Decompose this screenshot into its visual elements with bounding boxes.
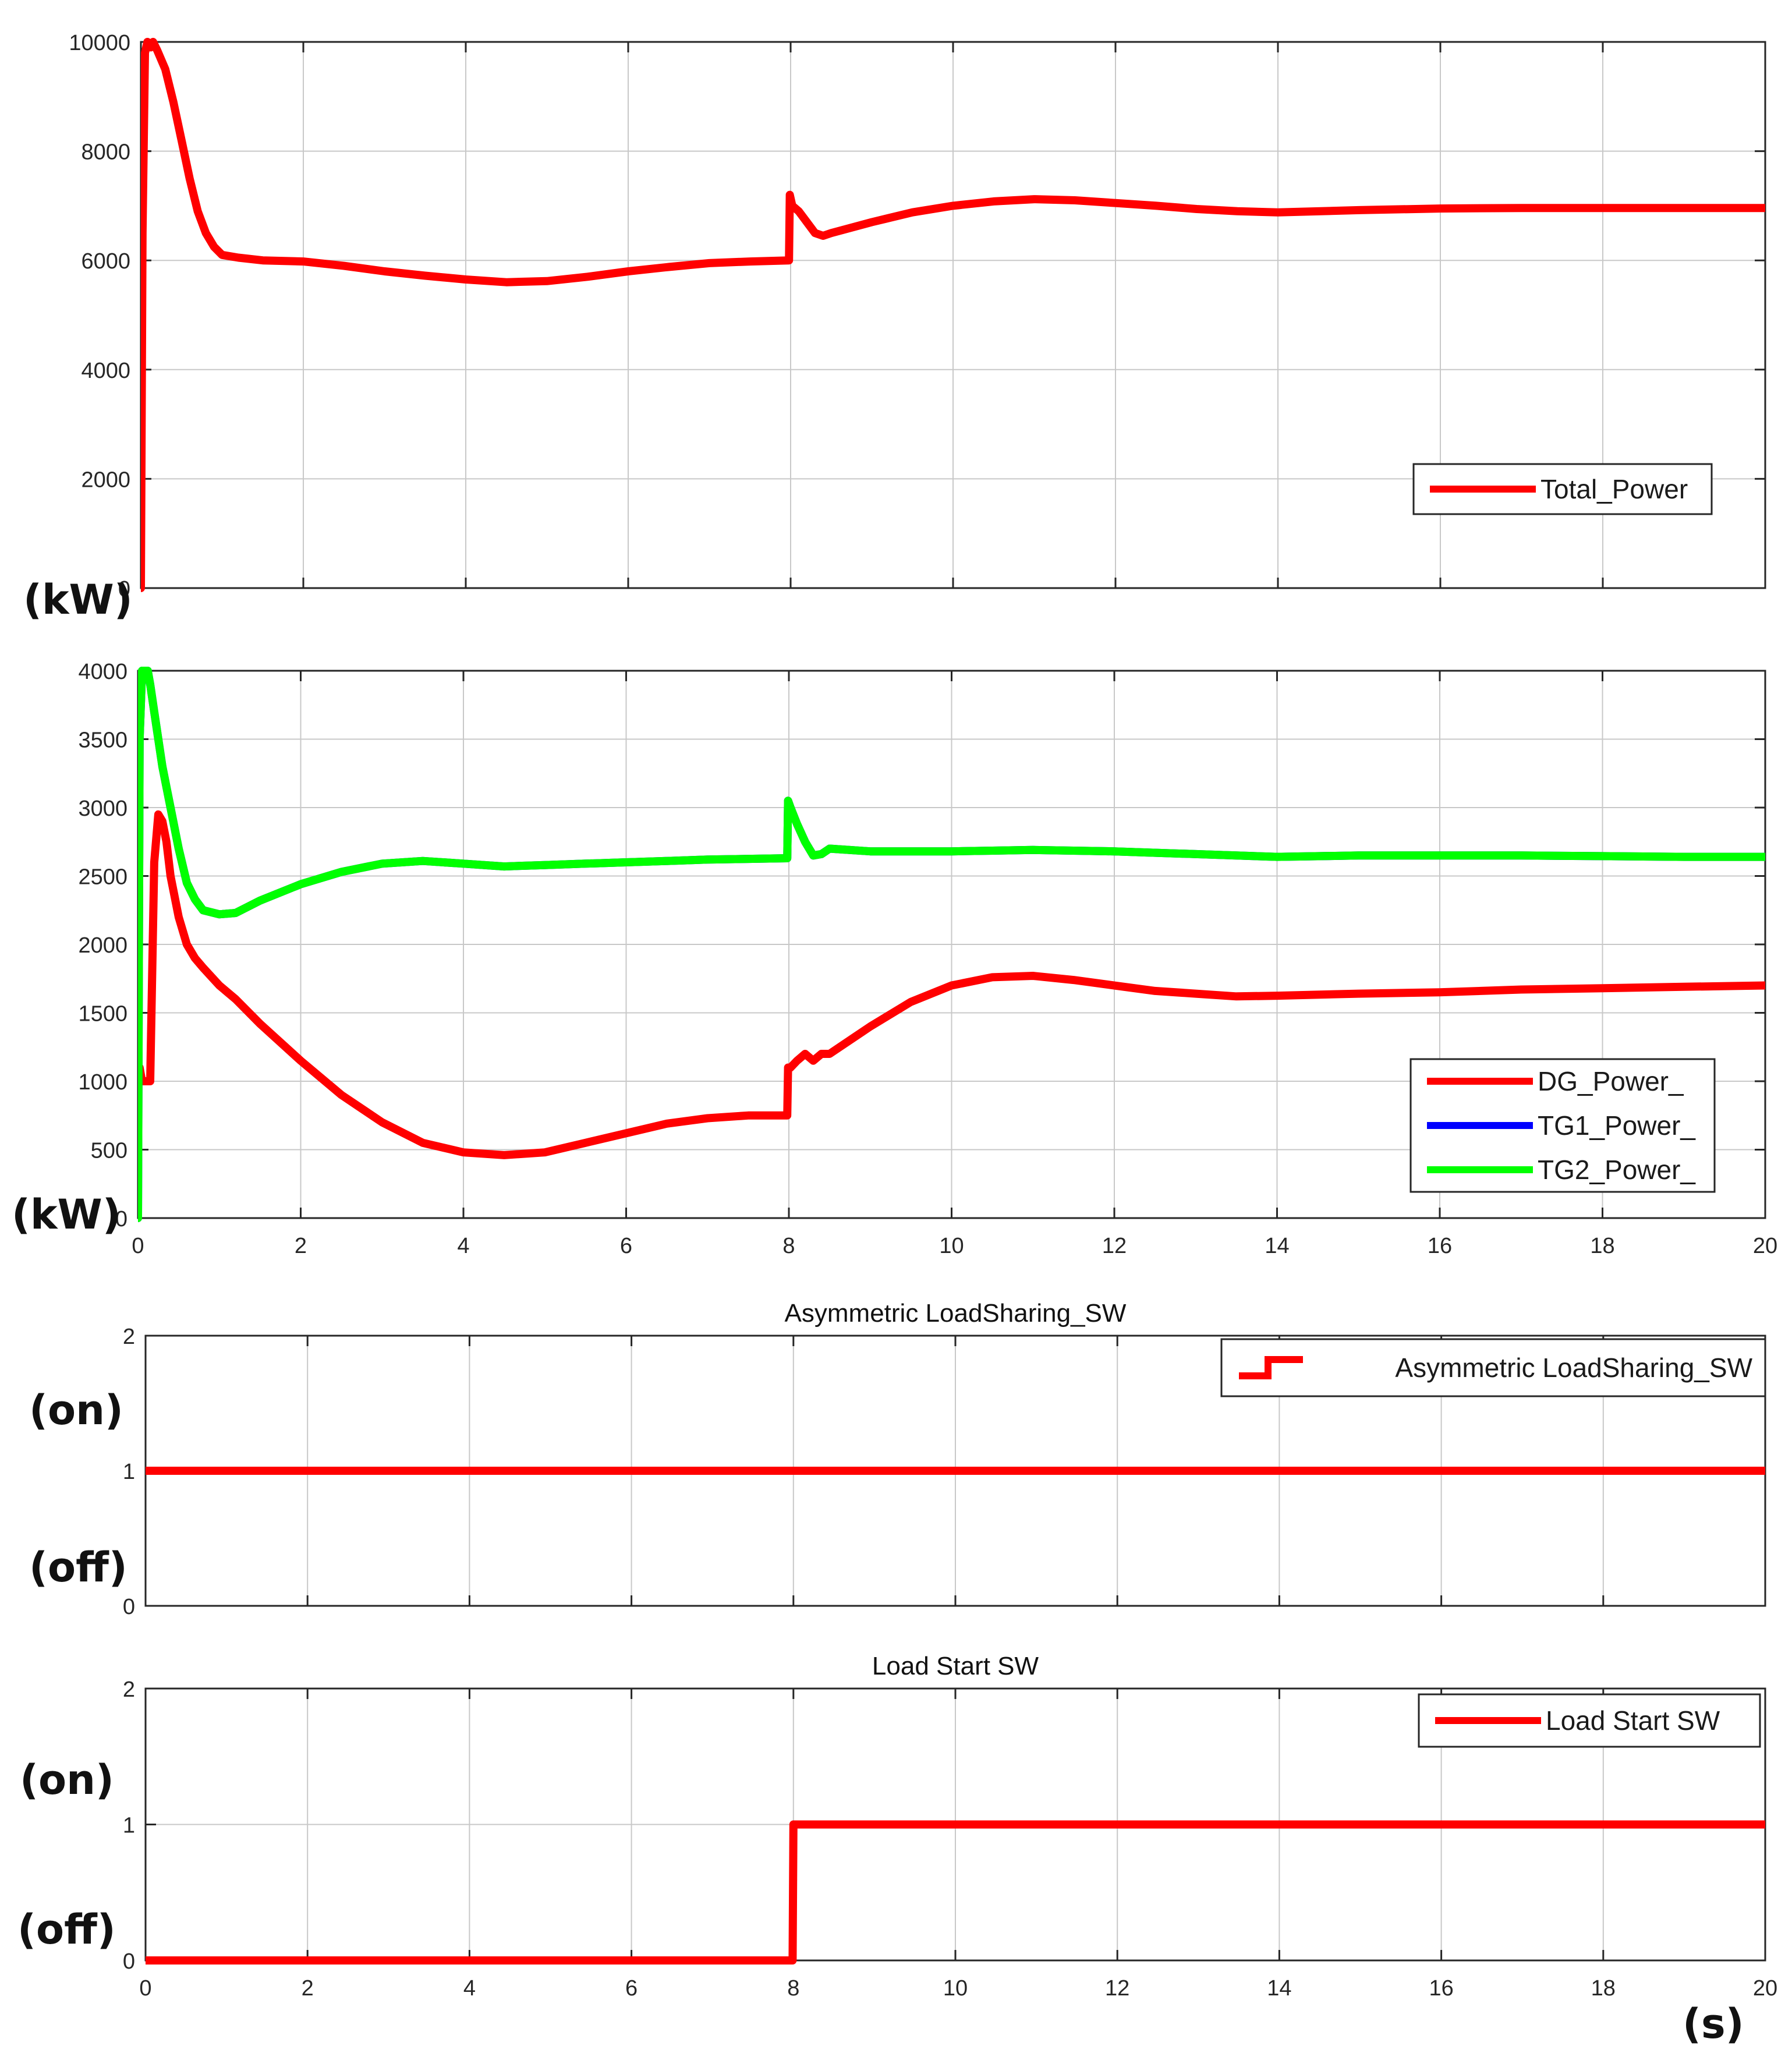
x-tick-label: 18 [1591, 1976, 1616, 2001]
y-tick-label: 3000 [78, 797, 128, 821]
x-tick-label: 10 [943, 1976, 968, 2001]
x-tick-label: 4 [457, 1234, 469, 1258]
panel-title: Asymmetric LoadSharing_SW [785, 1299, 1127, 1328]
x-tick-label: 12 [1105, 1976, 1129, 2001]
series-group [138, 667, 1765, 1222]
legend: Load Start SW [1418, 1693, 1761, 1748]
x-tick-label: 4 [463, 1976, 476, 2001]
x-tick-label: 2 [302, 1976, 314, 2001]
y-tick-label: 2000 [78, 933, 128, 958]
y-tick-label: 0 [118, 577, 130, 601]
legend: DG_Power_ TG1_Power_ TG2_Power_ [1409, 1058, 1716, 1193]
x-tick-label: 8 [782, 1234, 795, 1258]
x-tick-label: 20 [1753, 1234, 1777, 1258]
y-tick-label: 2 [123, 1677, 135, 1702]
x-tick-label: 2 [295, 1234, 307, 1258]
panel-3: 0 1 2 Asymmetric LoadSharing_SW (on) (off) Asy… [29, 1299, 1766, 1619]
y-tick-label: 3500 [78, 728, 128, 753]
y-tick-label: 4000 [81, 359, 130, 383]
x-tick-label: 6 [620, 1234, 632, 1258]
series-group [141, 38, 1765, 592]
series-line-dg-power [138, 810, 1765, 1159]
x-tick-label: 14 [1265, 1234, 1289, 1258]
y-tick-label: 1000 [78, 1070, 128, 1095]
y-tick-label: 10000 [69, 31, 130, 55]
x-tick-label: 0 [139, 1976, 151, 2001]
x-tick-label: 14 [1267, 1976, 1291, 2001]
x-tick-label: 6 [625, 1976, 638, 2001]
legend: Total_Power [1412, 463, 1713, 515]
legend-label: TG2_Power_ [1538, 1155, 1696, 1185]
legend-box [1220, 1338, 1766, 1397]
x-tick-label: 12 [1102, 1234, 1127, 1258]
x-tick-label: 10 [939, 1234, 964, 1258]
legend-label: Total_Power [1540, 474, 1688, 504]
state-label: (off) [17, 1906, 116, 1953]
y-tick-label: 0 [123, 1949, 135, 1974]
series-line-tg2-power [138, 667, 1765, 1222]
state-label: (on) [20, 1756, 114, 1804]
y-tick-label: 6000 [81, 249, 130, 274]
y-tick-label: 1 [123, 1814, 135, 1838]
y-tick-label: 1 [123, 1460, 135, 1484]
y-tick-label: 2000 [81, 468, 130, 492]
y-tick-label: 0 [115, 1207, 128, 1231]
x-axis-label: (s) [1683, 2000, 1744, 2048]
series-line-total-power [141, 38, 1765, 592]
x-tick-label: 16 [1428, 1234, 1452, 1258]
panel-title: Load Start SW [872, 1652, 1039, 1680]
y-axis-label: (kW) [23, 576, 133, 624]
panel-2: 0 500 1000 1500 2000 2500 3000 3500 4000 0 2 4 6 8 10 1… [12, 660, 1777, 1258]
y-tick-label: 500 [91, 1139, 128, 1163]
x-tick-label: 0 [132, 1234, 144, 1258]
y-axis-label: (kW) [12, 1191, 121, 1238]
legend-label: Asymmetric LoadSharing_SW [1395, 1353, 1752, 1383]
y-tick-label: 2 [123, 1325, 135, 1349]
y-tick-label: 2500 [78, 865, 128, 890]
state-label: (on) [29, 1386, 123, 1434]
x-tick-label: 20 [1753, 1976, 1777, 2001]
y-tick-label: 4000 [78, 660, 128, 684]
legend-label: TG1_Power_ [1538, 1110, 1696, 1141]
series-line-load-start-sw [146, 1820, 1765, 1965]
y-tick-label: 0 [123, 1595, 135, 1619]
x-tick-label: 18 [1590, 1234, 1614, 1258]
legend-label: DG_Power_ [1538, 1066, 1684, 1096]
legend-label: Load Start SW [1546, 1705, 1720, 1736]
y-tick-label: 1500 [78, 1002, 128, 1027]
series-group [146, 1820, 1765, 1965]
panel-1: 0 2000 4000 6000 8000 10000 (kW) Total_Power [23, 31, 1766, 624]
x-tick-label: 16 [1429, 1976, 1453, 2001]
y-tick-label: 8000 [81, 140, 130, 165]
legend-swatch [1239, 1356, 1303, 1379]
legend: Asymmetric LoadSharing_SW [1220, 1338, 1766, 1397]
x-tick-label: 8 [787, 1976, 799, 2001]
state-label: (off) [29, 1544, 128, 1591]
